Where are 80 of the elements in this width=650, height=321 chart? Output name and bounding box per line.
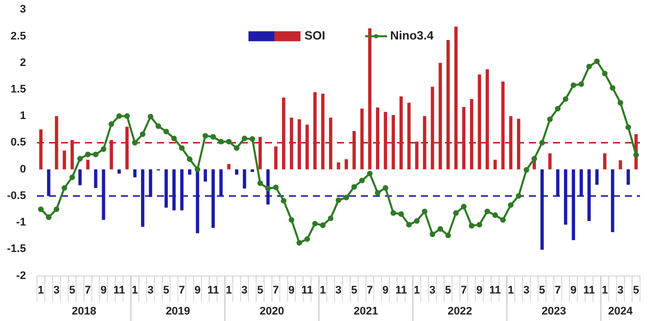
x-tick-label: 11 [489,284,501,296]
x-tick-label: 5 [539,284,546,296]
x-tick-label: 9 [570,284,576,296]
text: 2019 [166,306,190,318]
x-tick-label: 9 [100,284,107,296]
legend-label: SOI [304,28,326,43]
y-tick-label: 3 [20,4,26,16]
bar [86,160,90,170]
y-tick-label: -1.5 [6,243,26,256]
bar [133,169,136,178]
bar [227,164,230,170]
x-tick-label: 5 [633,284,640,296]
x-tick-label: 9 [476,284,483,296]
x-tick-label: 7 [366,284,373,296]
bar [548,153,552,170]
y-tick-label: -1 [16,216,26,229]
x-tick-label: 11 [583,284,595,296]
x-tick-label: 1 [508,284,514,296]
x-tick-label: 1 [320,284,326,296]
x-tick-label: 1 [132,284,138,296]
bar [188,169,192,175]
bar [493,160,497,170]
x-tick-label: 11 [301,284,313,296]
x-tick-label: 5 [445,284,452,296]
x-tick-label: 9 [382,284,389,296]
bar [595,169,599,185]
bar [242,169,246,188]
x-tick-label: 7 [272,284,279,296]
x-tick-label: 7 [460,284,467,296]
y-tick-label: 2 [20,56,26,69]
bar [344,159,348,170]
x-tick-label: 9 [194,284,201,296]
x-tick-label: 7 [178,284,185,296]
text: 2022 [448,306,472,318]
text: 2018 [72,306,96,318]
bar [336,162,340,170]
y-tick-label: 1 [20,110,26,122]
x-tick-label: 1 [38,284,44,296]
x-tick-label: 5 [69,284,76,296]
x-tick-label: 7 [84,284,91,296]
x-tick-label: 3 [241,284,248,296]
x-tick-label: 3 [523,284,530,296]
x-tick-label: 11 [207,284,219,296]
bar [274,146,278,170]
x-tick-label: 3 [617,284,624,296]
bar [78,169,82,186]
x-tick-label: 3 [53,284,60,296]
x-tick-label: 5 [257,284,264,296]
x-tick-label: 3 [335,284,342,296]
y-tick-label: -0.5 [6,190,26,202]
y-tick-label: 2.5 [10,30,26,42]
text: 2023 [542,306,566,318]
x-tick-label: 3 [429,284,436,296]
y-tick-label: 0 [20,163,26,176]
text: 2021 [354,306,378,318]
y-tick-label: 0.5 [10,136,26,149]
text: 2024 [608,306,634,318]
bar [250,169,254,172]
bar [618,160,622,170]
bar [603,153,606,170]
bar [204,169,207,182]
x-tick-label: 11 [395,284,407,296]
x-tick-label: 5 [351,284,358,296]
y-tick-label: 1.5 [10,83,26,96]
x-tick-label: 1 [226,284,232,296]
x-tick-label: 5 [163,284,170,296]
x-tick-label: 7 [554,284,561,296]
y-tick-label: -2 [16,270,26,282]
legend-label: Nino3.4 [390,28,434,43]
bar [626,169,630,185]
bar [94,169,98,188]
x-tick-label: 1 [414,284,420,296]
bar [118,169,121,174]
x-tick-label: 3 [147,284,154,296]
bar [62,150,66,170]
text: 2020 [260,306,284,318]
bar [235,169,238,175]
x-tick-label: 11 [113,284,126,296]
x-tick-label: 1 [602,284,608,296]
x-tick-label: 9 [288,284,295,296]
